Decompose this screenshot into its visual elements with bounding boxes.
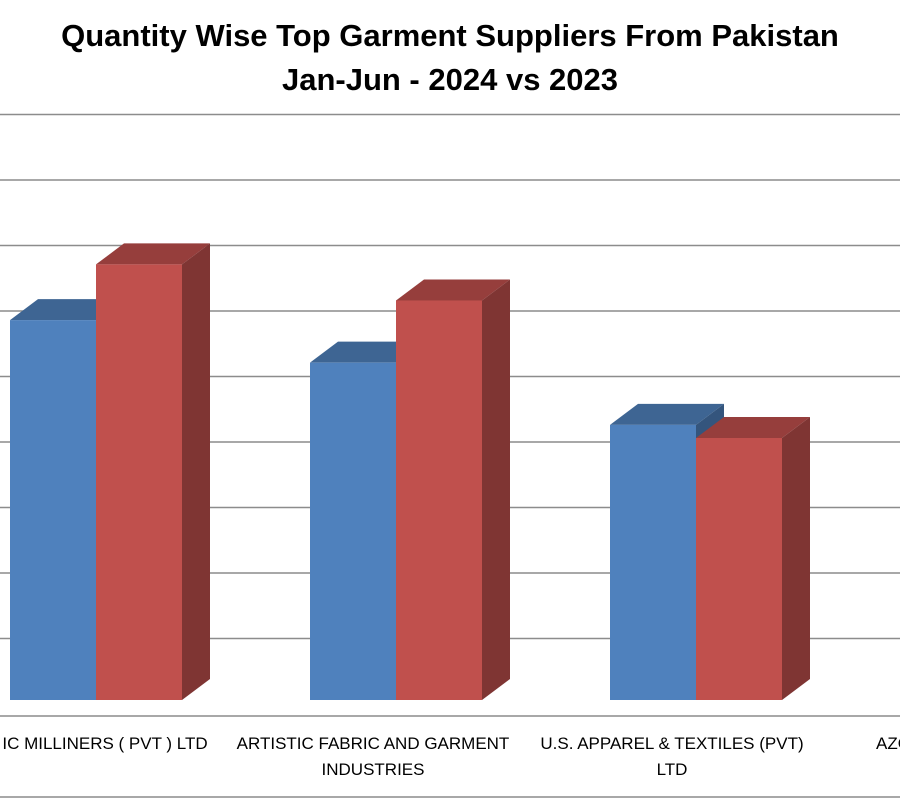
bar-front: [396, 300, 482, 700]
bar-top: [310, 341, 424, 363]
bar: [696, 417, 810, 700]
chart-title-line-1: Quantity Wise Top Garment Suppliers From…: [61, 18, 839, 53]
bar-front: [96, 264, 182, 700]
bar-side: [482, 279, 510, 700]
chart-title: Quantity Wise Top Garment Suppliers From…: [0, 14, 900, 102]
chart-title-line-2: Jan-Jun - 2024 vs 2023: [281, 62, 619, 97]
category-label-line: IC MILLINERS ( PVT ) LTD: [2, 734, 207, 753]
bars: [10, 243, 810, 701]
bar-top: [396, 279, 510, 301]
bar: [96, 243, 210, 701]
bar-front: [610, 424, 696, 700]
bar-top: [696, 417, 810, 438]
bar-front: [310, 362, 396, 700]
bar-side: [182, 243, 210, 701]
category-label-line: ARTISTIC FABRIC AND GARMENT: [237, 734, 510, 753]
bar-front: [696, 438, 782, 700]
bar: [396, 279, 510, 700]
bar-top: [96, 243, 210, 265]
category-label-line: INDUSTRIES: [322, 760, 425, 779]
bar-front: [10, 320, 96, 700]
category-label: IC MILLINERS ( PVT ) LTD: [2, 734, 207, 753]
category-labels: IC MILLINERS ( PVT ) LTD ARTISTIC FABRIC …: [2, 734, 900, 779]
bar-top: [10, 299, 124, 321]
category-label: U.S. APPAREL & TEXTILES (PVT) LTD: [540, 734, 803, 779]
bar-side: [782, 417, 810, 700]
category-label-line: AZO: [876, 734, 900, 753]
category-label-line: U.S. APPAREL & TEXTILES (PVT): [540, 734, 803, 753]
category-label: ARTISTIC FABRIC AND GARMENT INDUSTRIES: [237, 734, 510, 779]
category-label-line: LTD: [657, 760, 688, 779]
bar-top: [610, 403, 724, 425]
category-label: AZO: [876, 734, 900, 753]
